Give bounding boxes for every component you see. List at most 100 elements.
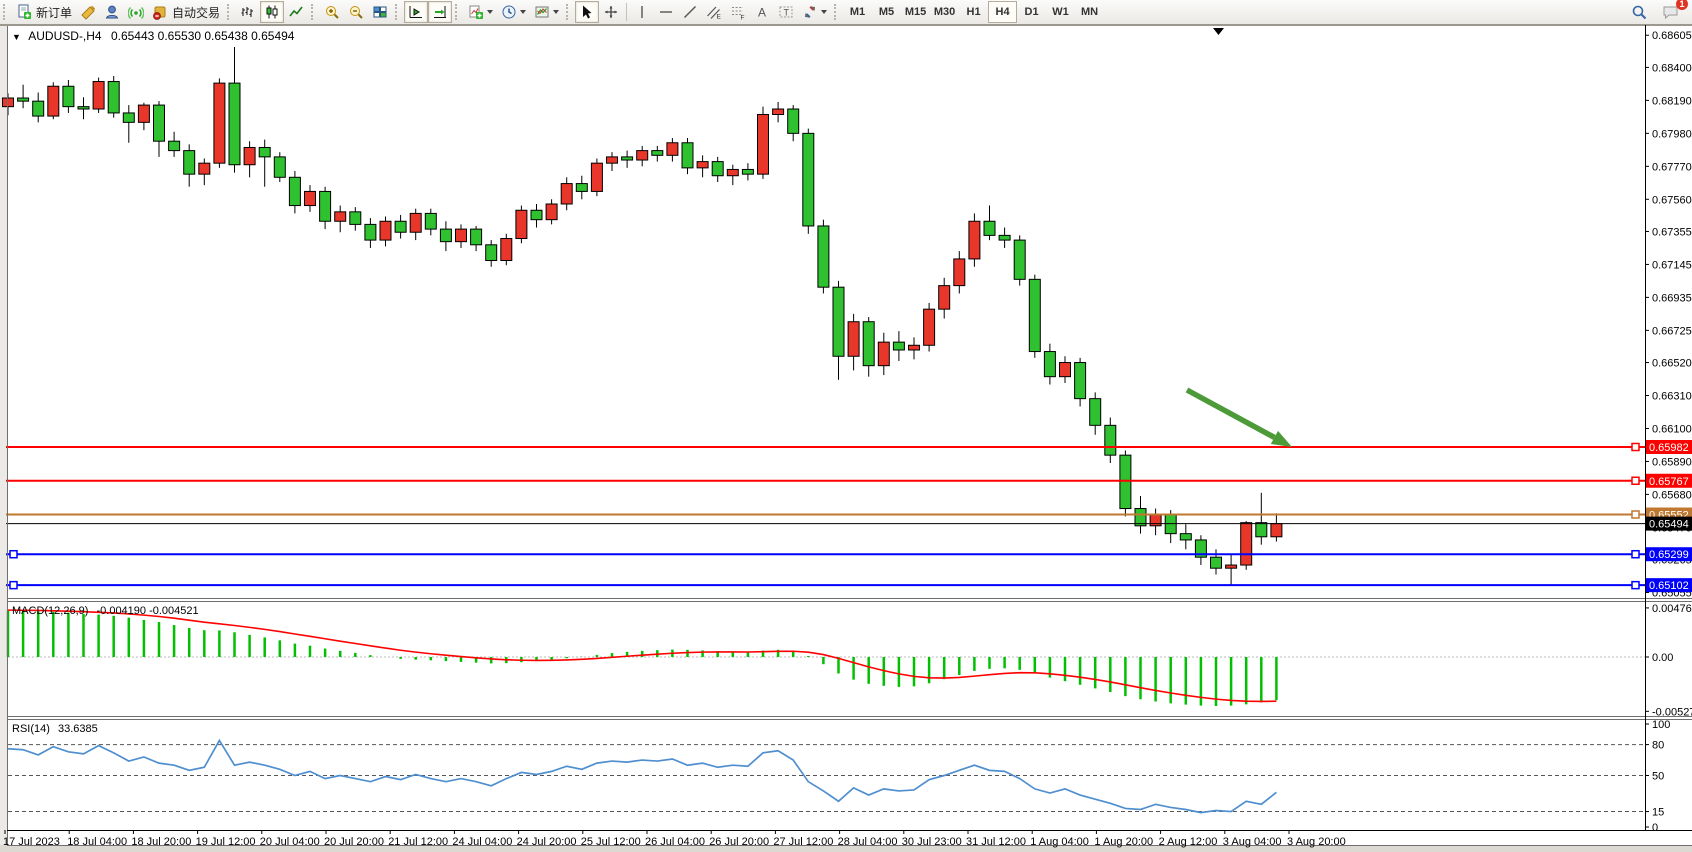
template-icon bbox=[535, 6, 549, 18]
templates-button[interactable] bbox=[530, 1, 563, 23]
time-tick-label: 31 Jul 12:00 bbox=[966, 836, 1026, 848]
line-handle[interactable] bbox=[1631, 580, 1640, 590]
candle bbox=[545, 199, 558, 225]
toolbar-grip[interactable] bbox=[395, 4, 401, 20]
trendline-icon bbox=[684, 6, 697, 18]
toolbar-grip[interactable] bbox=[227, 4, 233, 20]
time-axis[interactable]: 17 Jul 2023 18 Jul 04:00 18 Jul 20:00 19 Ju… bbox=[3, 830, 1346, 848]
price-tick-label: 0.68605 bbox=[1652, 30, 1692, 42]
community-button[interactable] bbox=[100, 1, 124, 23]
zoom-in-button[interactable] bbox=[320, 1, 344, 23]
time-tick-label: 25 Jul 12:00 bbox=[581, 836, 641, 848]
candle bbox=[470, 225, 483, 252]
timeframe-M1[interactable]: M1 bbox=[849, 6, 866, 18]
line-handle[interactable] bbox=[1631, 549, 1640, 559]
rsi-label: RSI(14) 33.6385 bbox=[12, 723, 98, 735]
line-handle[interactable] bbox=[1631, 442, 1640, 452]
macd-panel bbox=[6, 609, 1645, 707]
trendline-button[interactable] bbox=[678, 1, 702, 23]
chart-shift-button[interactable] bbox=[404, 1, 429, 23]
timeframe-D1[interactable]: D1 bbox=[1024, 6, 1039, 18]
equidistant-channel-button[interactable]: E bbox=[702, 1, 726, 23]
candle-body bbox=[953, 258, 966, 287]
text-button[interactable]: A bbox=[750, 1, 774, 23]
timeframe-W1[interactable]: W1 bbox=[1052, 6, 1069, 18]
chart-shift-marker-icon[interactable] bbox=[1213, 28, 1224, 35]
hline-price-label[interactable]: 0.65767 bbox=[1646, 473, 1692, 488]
notifications-button[interactable]: 1 bbox=[1658, 0, 1688, 23]
timeframe-M5[interactable]: M5 bbox=[878, 6, 895, 18]
line-handle[interactable] bbox=[1631, 476, 1640, 486]
timeframe-M30[interactable]: M30 bbox=[933, 6, 956, 18]
ohlc-dropdown-icon[interactable]: ▼ bbox=[12, 32, 21, 42]
candle-body bbox=[168, 140, 181, 152]
text-label-button[interactable]: T bbox=[774, 1, 798, 23]
annotation-arrow[interactable] bbox=[1185, 387, 1292, 447]
line-chart-button[interactable] bbox=[284, 1, 308, 23]
horizontal-line-button[interactable] bbox=[654, 1, 678, 23]
new-order-button[interactable]: 新订单 bbox=[12, 1, 76, 23]
hline-price-label[interactable]: 0.65102 bbox=[1646, 578, 1692, 593]
line-handle[interactable] bbox=[9, 580, 18, 590]
candle bbox=[1194, 535, 1207, 566]
arrows-caret-icon bbox=[821, 10, 828, 14]
indicators-caret-icon bbox=[487, 10, 494, 14]
line-handle[interactable] bbox=[1631, 510, 1640, 519]
chart-window[interactable] bbox=[7, 25, 1692, 845]
zoom-out-button[interactable] bbox=[344, 1, 368, 23]
candle bbox=[560, 177, 573, 211]
toolbar-grip[interactable] bbox=[3, 4, 9, 20]
indicators-button[interactable] bbox=[464, 1, 497, 23]
current-price-label[interactable]: 0.65494 bbox=[1646, 516, 1692, 531]
svg-text:T: T bbox=[784, 8, 790, 18]
candlestick-chart-button[interactable] bbox=[260, 1, 285, 23]
hline-price-label-text: 0.65982 bbox=[1649, 442, 1689, 454]
line-handle[interactable] bbox=[9, 549, 18, 559]
timeframe-H4[interactable]: H4 bbox=[988, 1, 1018, 23]
zoom-out-icon bbox=[350, 6, 363, 19]
timeframe-MN[interactable]: MN bbox=[1080, 6, 1099, 18]
periods-button[interactable] bbox=[497, 1, 530, 23]
horizontal-lines-group[interactable] bbox=[6, 442, 1645, 590]
crosshair-button[interactable] bbox=[599, 1, 623, 23]
candle-body bbox=[107, 81, 120, 114]
toolbar-grip[interactable] bbox=[455, 4, 461, 20]
auto-scroll-button[interactable] bbox=[428, 1, 453, 23]
price-tick-label: 0.67560 bbox=[1652, 194, 1692, 206]
price-axis[interactable]: 0.68605 0.68400 0.68190 0.67980 0.67770 0.675… bbox=[1645, 30, 1692, 834]
candle bbox=[1074, 357, 1087, 407]
candle bbox=[1059, 356, 1071, 383]
price-tick-label: 0.66520 bbox=[1652, 358, 1692, 370]
candle bbox=[47, 82, 60, 120]
toolbar-separator bbox=[626, 3, 628, 21]
macd-tick-label: 0.00 bbox=[1652, 652, 1673, 664]
hline-price-label[interactable]: 0.65982 bbox=[1646, 440, 1692, 454]
vertical-line-button[interactable] bbox=[630, 1, 654, 23]
fibonacci-button[interactable]: F bbox=[726, 1, 750, 23]
candle bbox=[153, 101, 165, 157]
signals-button[interactable] bbox=[124, 1, 148, 23]
toolbar-grip[interactable] bbox=[311, 4, 317, 20]
search-button[interactable] bbox=[1627, 1, 1652, 23]
timeframe-M15[interactable]: M15 bbox=[904, 6, 927, 18]
candle-body bbox=[651, 150, 664, 156]
time-tick-label: 17 Jul 2023 bbox=[3, 836, 60, 848]
toolbar-grip[interactable] bbox=[566, 4, 572, 20]
candle-body bbox=[424, 212, 437, 230]
time-tick-label: 26 Jul 04:00 bbox=[645, 836, 705, 848]
styler-button[interactable] bbox=[76, 1, 100, 23]
hline-price-label[interactable]: 0.65299 bbox=[1646, 547, 1692, 562]
timeframe-H1[interactable]: H1 bbox=[966, 6, 981, 18]
autotrading-button[interactable]: 自动交易 bbox=[148, 1, 224, 23]
toolbar-grip[interactable] bbox=[834, 4, 840, 20]
price-tick-label: 0.67355 bbox=[1652, 226, 1692, 238]
candle bbox=[77, 97, 90, 120]
candle bbox=[17, 84, 30, 109]
candle bbox=[1225, 554, 1238, 586]
cursor-button[interactable] bbox=[575, 1, 600, 23]
arrows-button[interactable] bbox=[798, 1, 831, 23]
bar-chart-button[interactable] bbox=[236, 1, 260, 23]
tile-windows-button[interactable] bbox=[368, 1, 392, 23]
candle-body bbox=[606, 156, 618, 164]
